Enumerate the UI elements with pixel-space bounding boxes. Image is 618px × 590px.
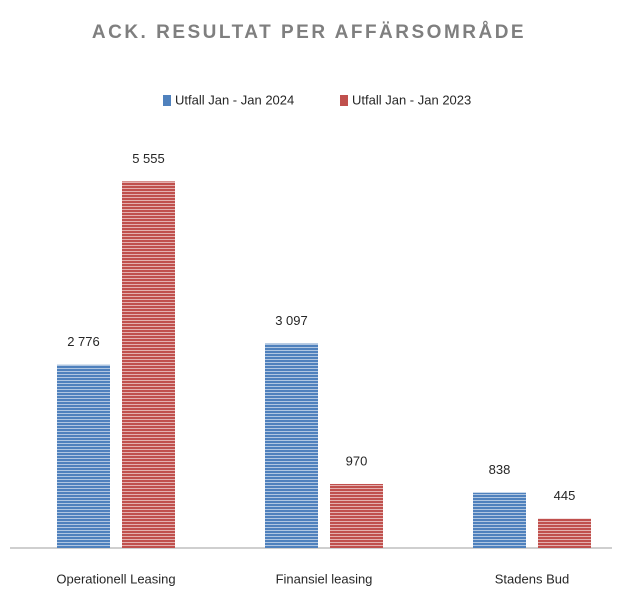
value-label: 2 776 [67, 334, 100, 349]
value-label: 838 [489, 462, 511, 477]
bar [57, 364, 110, 548]
value-label: 3 097 [275, 313, 308, 328]
chart-title: ACK. RESULTAT PER AFFÄRSOMRÅDE [92, 22, 526, 43]
bar [265, 343, 318, 548]
bar [473, 492, 526, 548]
x-tick-label: Finansiel leasing [276, 571, 373, 586]
legend-label: Utfall Jan - Jan 2023 [352, 92, 471, 107]
bar [538, 518, 591, 548]
value-label: 445 [554, 488, 576, 503]
legend-swatch [340, 95, 348, 106]
value-label: 5 555 [132, 151, 165, 166]
value-label: 970 [346, 453, 368, 468]
legend-label: Utfall Jan - Jan 2024 [175, 92, 294, 107]
legend-swatch [163, 95, 171, 106]
bar [122, 181, 175, 548]
x-tick-label: Operationell Leasing [56, 571, 175, 586]
bar [330, 483, 383, 548]
x-tick-label: Stadens Bud [495, 571, 569, 586]
